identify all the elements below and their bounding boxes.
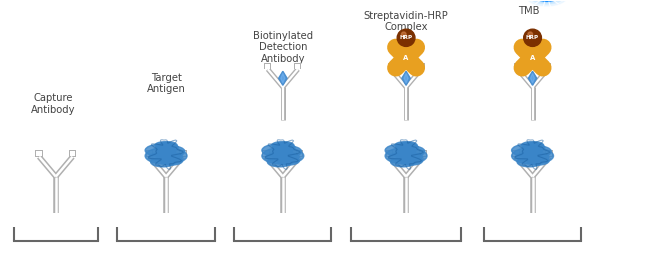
Circle shape xyxy=(267,157,292,167)
Circle shape xyxy=(273,143,295,152)
Text: HRP: HRP xyxy=(400,35,413,40)
Circle shape xyxy=(403,153,422,161)
Circle shape xyxy=(526,142,543,149)
Circle shape xyxy=(517,157,541,167)
Ellipse shape xyxy=(532,0,562,3)
Circle shape xyxy=(526,55,539,60)
Circle shape xyxy=(262,144,292,157)
FancyBboxPatch shape xyxy=(295,64,300,69)
FancyBboxPatch shape xyxy=(545,64,550,69)
Ellipse shape xyxy=(402,32,406,37)
Circle shape xyxy=(400,156,422,165)
FancyBboxPatch shape xyxy=(180,151,186,156)
Circle shape xyxy=(276,142,294,149)
Circle shape xyxy=(273,146,302,157)
Circle shape xyxy=(521,142,539,149)
FancyBboxPatch shape xyxy=(513,151,519,156)
Ellipse shape xyxy=(526,0,568,6)
FancyBboxPatch shape xyxy=(146,150,153,157)
Polygon shape xyxy=(281,73,285,83)
Circle shape xyxy=(149,153,169,161)
Ellipse shape xyxy=(397,29,415,47)
Text: Capture
Antibody: Capture Antibody xyxy=(31,93,75,115)
Circle shape xyxy=(395,142,413,149)
Circle shape xyxy=(151,157,175,167)
FancyBboxPatch shape xyxy=(296,151,302,156)
Text: HRP: HRP xyxy=(526,35,539,40)
Circle shape xyxy=(389,153,409,161)
Circle shape xyxy=(161,156,183,165)
FancyBboxPatch shape xyxy=(294,63,302,69)
Circle shape xyxy=(280,153,300,161)
Circle shape xyxy=(400,55,413,60)
Text: TMB: TMB xyxy=(518,6,540,16)
Circle shape xyxy=(391,157,415,167)
FancyBboxPatch shape xyxy=(514,63,521,69)
Circle shape xyxy=(396,143,418,152)
Circle shape xyxy=(155,142,173,149)
Circle shape xyxy=(156,143,178,152)
FancyBboxPatch shape xyxy=(69,150,77,157)
FancyBboxPatch shape xyxy=(512,150,520,157)
Circle shape xyxy=(162,153,183,161)
FancyBboxPatch shape xyxy=(515,64,520,69)
Polygon shape xyxy=(528,71,537,85)
FancyBboxPatch shape xyxy=(387,151,392,156)
FancyBboxPatch shape xyxy=(36,151,42,156)
Circle shape xyxy=(512,144,543,157)
Circle shape xyxy=(523,143,545,152)
Ellipse shape xyxy=(528,32,532,37)
Text: Target
Antigen: Target Antigen xyxy=(147,73,185,94)
FancyBboxPatch shape xyxy=(70,151,75,156)
FancyBboxPatch shape xyxy=(179,150,187,157)
Polygon shape xyxy=(404,73,408,83)
FancyBboxPatch shape xyxy=(262,150,270,157)
Ellipse shape xyxy=(535,0,558,1)
Circle shape xyxy=(145,144,176,157)
Ellipse shape xyxy=(529,0,564,4)
Circle shape xyxy=(400,142,417,149)
FancyBboxPatch shape xyxy=(389,64,394,69)
FancyBboxPatch shape xyxy=(419,64,424,69)
Circle shape xyxy=(385,147,427,164)
Polygon shape xyxy=(402,71,410,85)
Circle shape xyxy=(529,153,549,161)
FancyBboxPatch shape xyxy=(263,151,269,156)
Polygon shape xyxy=(530,73,535,83)
Circle shape xyxy=(272,142,289,149)
FancyBboxPatch shape xyxy=(547,151,552,156)
FancyBboxPatch shape xyxy=(417,63,424,69)
Circle shape xyxy=(159,142,177,149)
FancyBboxPatch shape xyxy=(265,63,271,69)
Text: A: A xyxy=(530,55,535,61)
Circle shape xyxy=(385,144,416,157)
Text: Streptavidin-HRP
Complex: Streptavidin-HRP Complex xyxy=(364,11,448,32)
Circle shape xyxy=(512,147,554,164)
FancyBboxPatch shape xyxy=(35,150,43,157)
FancyBboxPatch shape xyxy=(387,63,395,69)
Polygon shape xyxy=(279,71,287,85)
Circle shape xyxy=(145,147,187,164)
FancyBboxPatch shape xyxy=(265,64,270,69)
FancyBboxPatch shape xyxy=(419,150,426,157)
FancyBboxPatch shape xyxy=(146,151,152,156)
FancyBboxPatch shape xyxy=(296,150,304,157)
Text: Biotinylated
Detection
Antibody: Biotinylated Detection Antibody xyxy=(253,31,313,64)
Circle shape xyxy=(266,153,286,161)
Circle shape xyxy=(396,146,425,157)
FancyBboxPatch shape xyxy=(544,63,551,69)
Text: A: A xyxy=(404,55,409,61)
FancyBboxPatch shape xyxy=(420,151,426,156)
Circle shape xyxy=(262,147,304,164)
FancyBboxPatch shape xyxy=(545,150,553,157)
Circle shape xyxy=(515,153,536,161)
Circle shape xyxy=(523,146,551,157)
Circle shape xyxy=(527,156,549,165)
Circle shape xyxy=(156,146,185,157)
Circle shape xyxy=(278,156,300,165)
FancyBboxPatch shape xyxy=(385,150,393,157)
Ellipse shape xyxy=(524,29,541,47)
